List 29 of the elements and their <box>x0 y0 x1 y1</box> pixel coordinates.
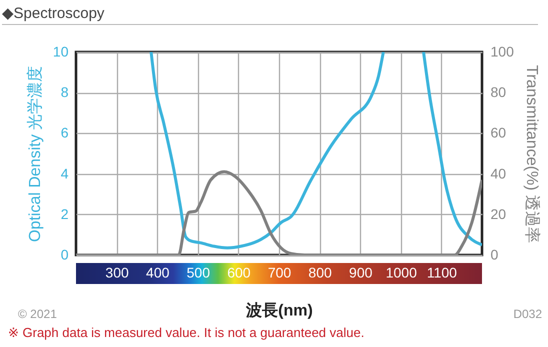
x-tick-label: 900 <box>349 264 373 280</box>
y-tick-label: 6 <box>60 124 69 141</box>
y2-axis-title: Transmittance(%) 透過率 <box>522 64 541 244</box>
text: D032 <box>513 307 542 321</box>
y2-tick-label: 100 <box>490 44 514 60</box>
y-axis-title: Optical Density 光学濃度 <box>26 66 44 242</box>
y2-tick-label: 60 <box>490 124 506 141</box>
x-tick-label: 500 <box>186 264 210 280</box>
x-tick-label: 400 <box>146 264 170 280</box>
y2-tick-label: 0 <box>490 246 498 262</box>
x-tick-label: 700 <box>268 264 292 280</box>
y2-tick-label: 80 <box>490 84 506 100</box>
text: © 2021 <box>18 307 57 321</box>
y2-tick-label: 40 <box>490 165 506 182</box>
line-series <box>76 170 482 255</box>
y-tick-label: 4 <box>60 165 69 182</box>
x-tick-label: 300 <box>105 264 129 280</box>
x-tick-label: 1000 <box>386 264 418 280</box>
y2-tick-label: 20 <box>490 206 506 222</box>
chart-title: ◆Spectroscopy <box>2 4 538 25</box>
x-tick-label: 800 <box>308 264 332 280</box>
x-tick-label: 1100 <box>426 264 458 280</box>
y-tick-label: 0 <box>60 246 69 262</box>
y-tick-label: 2 <box>60 206 69 222</box>
y-tick-label: 10 <box>52 44 69 60</box>
x-tick-label: 600 <box>227 264 251 280</box>
text: ※ Graph data is measured value. It is not a guaranteed value. <box>8 325 364 341</box>
x-axis-title: 波長(nm) <box>245 302 313 320</box>
y-tick-label: 8 <box>60 84 69 100</box>
